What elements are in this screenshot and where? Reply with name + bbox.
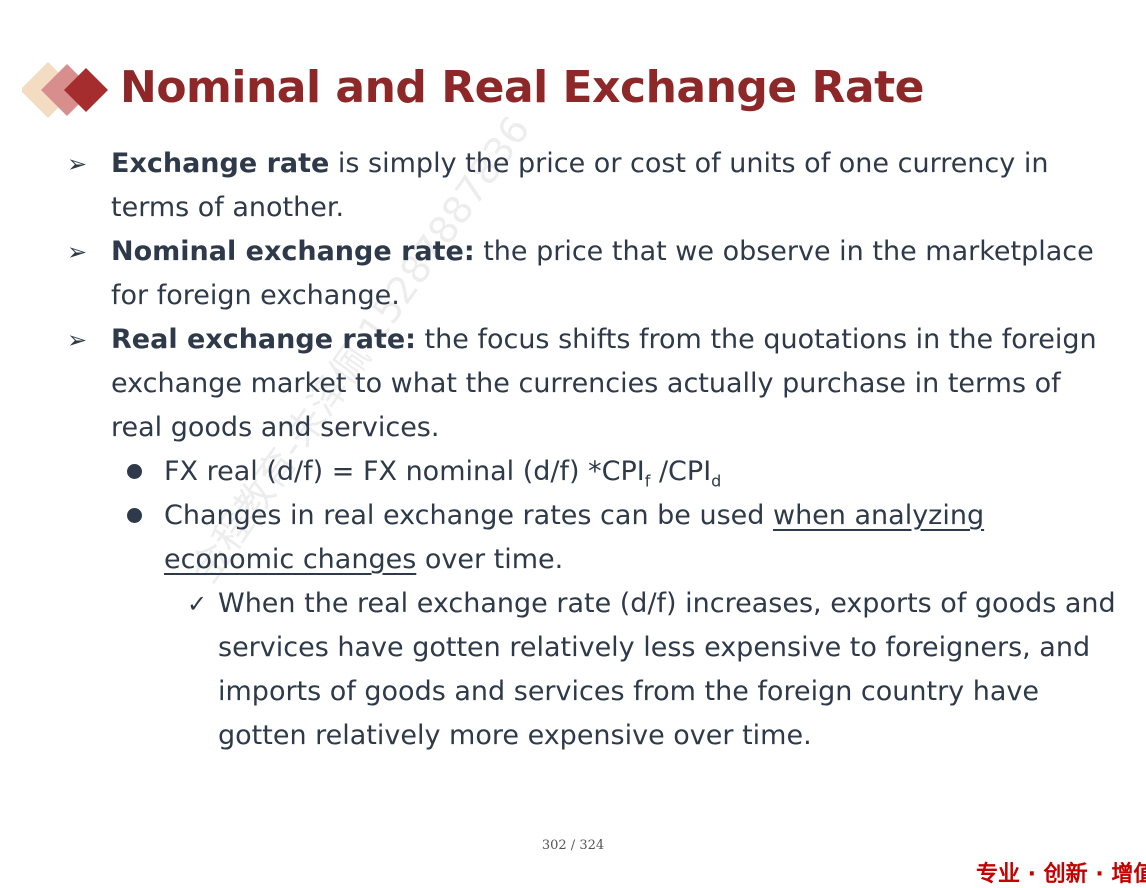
formula-text: /CPI bbox=[650, 456, 712, 487]
slide-body: ➢ Exchange rate is simply the price or c… bbox=[0, 142, 1146, 758]
bullet-term: Exchange rate bbox=[111, 148, 330, 179]
bullet-text: the price that we observe in the marketp… bbox=[111, 236, 1094, 311]
check-item-text: When the real exchange rate (d/f) increa… bbox=[218, 588, 1116, 751]
list-item: ➢ Nominal exchange rate: the price that … bbox=[0, 230, 1101, 318]
page-title: Nominal and Real Exchange Rate bbox=[120, 62, 925, 113]
dot-bullet-icon bbox=[127, 508, 142, 523]
bullet-term: Real exchange rate: bbox=[111, 324, 416, 355]
arrow-bullet-icon: ➢ bbox=[67, 238, 88, 266]
arrow-bullet-icon: ➢ bbox=[67, 150, 88, 178]
formula-subscript: f bbox=[644, 471, 651, 491]
brand-slogan: 专业 · 创新 · 增值 bbox=[976, 862, 1146, 887]
sub-list-item-changes: Changes in real exchange rates can be us… bbox=[0, 494, 1104, 582]
list-item: ➢ Exchange rate is simply the price or c… bbox=[0, 142, 1101, 230]
list-item: ➢ Real exchange rate: the focus shifts f… bbox=[0, 318, 1101, 450]
checkmark-icon: ✓ bbox=[187, 590, 208, 618]
sub-list-item-formula: FX real (d/f) = FX nominal (d/f) *CPIf /… bbox=[0, 450, 1104, 494]
bullet-text: the focus shifts from the quotations in … bbox=[111, 324, 1097, 443]
page-number: 302 / 324 bbox=[541, 838, 605, 853]
underlined-text: when analyzing economic changes bbox=[164, 500, 985, 575]
arrow-bullet-icon: ➢ bbox=[67, 326, 88, 354]
dot-bullet-icon bbox=[127, 464, 142, 479]
bullet-term: Nominal exchange rate: bbox=[111, 236, 475, 267]
check-list-item: ✓ When the real exchange rate (d/f) incr… bbox=[0, 582, 1133, 758]
diamond-logo-icon bbox=[22, 62, 108, 118]
sub-bullet-text: over time. bbox=[416, 544, 564, 575]
formula-subscript: d bbox=[711, 471, 722, 491]
sub-bullet-text: Changes in real exchange rates can be us… bbox=[164, 500, 773, 531]
formula-text: FX real (d/f) = FX nominal (d/f) *CPI bbox=[164, 456, 645, 487]
bullet-text: is simply the price or cost of units of … bbox=[111, 148, 1049, 223]
